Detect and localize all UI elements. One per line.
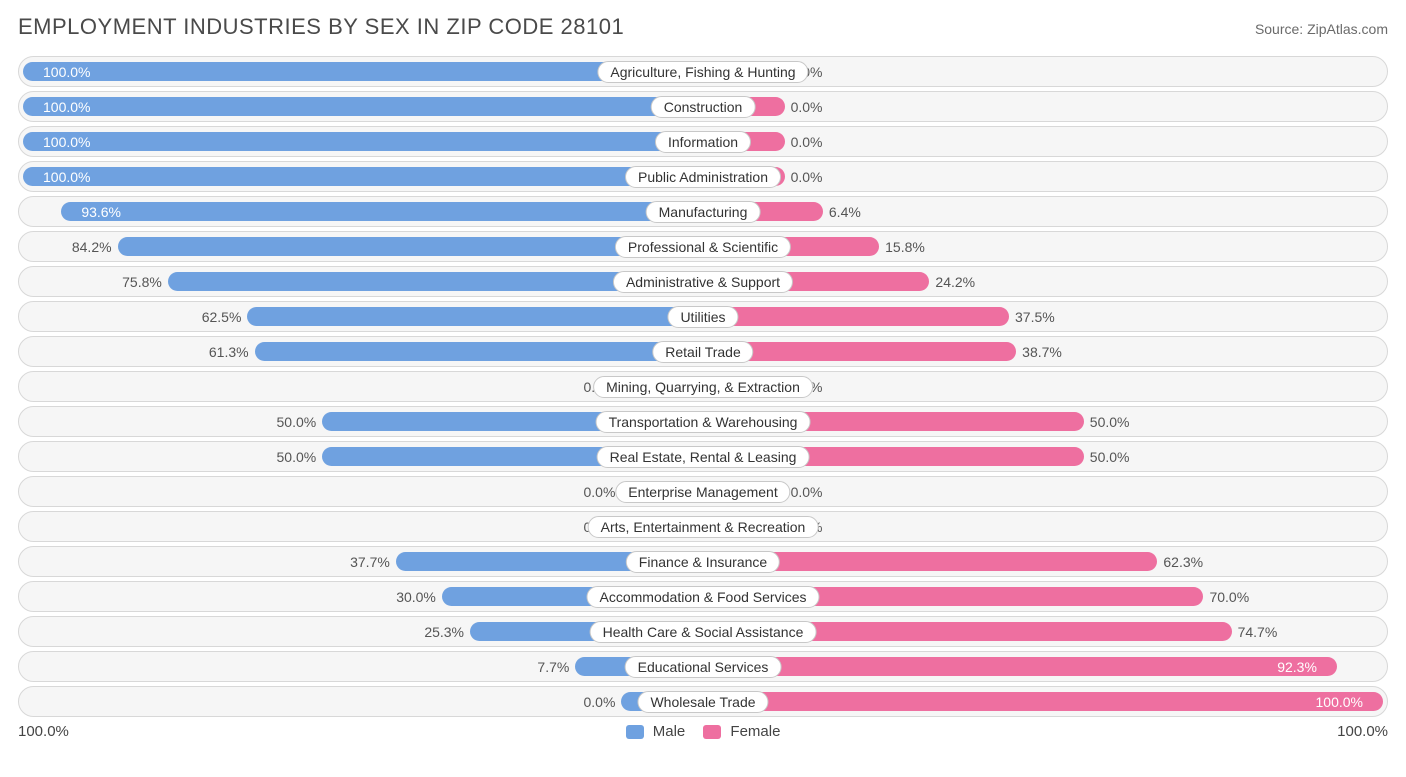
industry-label: Administrative & Support xyxy=(613,271,793,293)
female-pct-label: 24.2% xyxy=(935,274,975,290)
female-pct-label: 50.0% xyxy=(1090,414,1130,430)
industry-label: Retail Trade xyxy=(652,341,753,363)
industry-label: Educational Services xyxy=(625,656,782,678)
male-pct-label: 0.0% xyxy=(583,694,615,710)
male-pct-label: 100.0% xyxy=(33,64,90,80)
industry-label: Wholesale Trade xyxy=(637,691,768,713)
chart-row: 100.0% 0.0% Construction xyxy=(18,91,1388,122)
female-pct-label: 37.5% xyxy=(1015,309,1055,325)
legend-male: Male xyxy=(626,723,686,740)
industry-label: Arts, Entertainment & Recreation xyxy=(588,516,819,538)
industry-label: Utilities xyxy=(667,306,738,328)
female-bar xyxy=(703,692,1383,711)
chart-row: 61.3% 38.7% Retail Trade xyxy=(18,336,1388,367)
chart-row: 0.0% 100.0% Wholesale Trade xyxy=(18,686,1388,717)
male-pct-label: 37.7% xyxy=(350,554,390,570)
industry-label: Finance & Insurance xyxy=(626,551,780,573)
chart-row: 100.0%0.0%Agriculture, Fishing & Hunting xyxy=(18,56,1388,87)
industry-label: Professional & Scientific xyxy=(615,236,791,258)
male-bar xyxy=(247,307,703,326)
chart-row: 30.0% 70.0% Accommodation & Food Services xyxy=(18,581,1388,612)
male-pct-label: 100.0% xyxy=(33,169,90,185)
chart-row: 0.0%0.0%Mining, Quarrying, & Extraction xyxy=(18,371,1388,402)
male-bar xyxy=(23,132,703,151)
female-pct-label: 0.0% xyxy=(791,99,823,115)
female-pct-label: 0.0% xyxy=(791,169,823,185)
female-pct-label: 0.0% xyxy=(791,134,823,150)
legend-female-label: Female xyxy=(730,723,780,740)
male-bar xyxy=(61,202,703,221)
chart-row: 100.0% 0.0% Public Administration xyxy=(18,161,1388,192)
industry-label: Mining, Quarrying, & Extraction xyxy=(593,376,813,398)
male-swatch-icon xyxy=(626,725,644,739)
industry-label: Information xyxy=(655,131,751,153)
female-pct-label: 15.8% xyxy=(885,239,925,255)
industry-label: Health Care & Social Assistance xyxy=(590,621,817,643)
female-pct-label: 0.0% xyxy=(791,484,823,500)
male-pct-label: 93.6% xyxy=(71,204,121,220)
axis-right-label: 100.0% xyxy=(1337,723,1388,740)
female-pct-label: 92.3% xyxy=(1277,659,1327,675)
female-pct-label: 50.0% xyxy=(1090,449,1130,465)
female-pct-label: 38.7% xyxy=(1022,344,1062,360)
female-pct-label: 62.3% xyxy=(1163,554,1203,570)
male-pct-label: 0.0% xyxy=(583,484,615,500)
axis-left-label: 100.0% xyxy=(18,723,69,740)
male-pct-label: 7.7% xyxy=(537,659,569,675)
legend: Male Female xyxy=(626,723,781,740)
industry-label: Real Estate, Rental & Leasing xyxy=(597,446,810,468)
industry-label: Transportation & Warehousing xyxy=(596,411,811,433)
chart-row: 50.0% 50.0% Transportation & Warehousing xyxy=(18,406,1388,437)
industry-label: Enterprise Management xyxy=(615,481,790,503)
male-pct-label: 61.3% xyxy=(209,344,249,360)
chart-row: 100.0% 0.0% Information xyxy=(18,126,1388,157)
male-pct-label: 50.0% xyxy=(277,449,317,465)
legend-male-label: Male xyxy=(653,723,686,740)
male-bar xyxy=(23,167,703,186)
chart-row: 0.0%0.0%Arts, Entertainment & Recreation xyxy=(18,511,1388,542)
male-pct-label: 84.2% xyxy=(72,239,112,255)
female-swatch-icon xyxy=(703,725,721,739)
chart-row: 50.0% 50.0% Real Estate, Rental & Leasing xyxy=(18,441,1388,472)
industry-label: Public Administration xyxy=(625,166,781,188)
industry-label: Construction xyxy=(651,96,756,118)
female-pct-label: 74.7% xyxy=(1238,624,1278,640)
chart-row: 37.7% 62.3% Finance & Insurance xyxy=(18,546,1388,577)
chart-body: 100.0%0.0%Agriculture, Fishing & Hunting… xyxy=(18,56,1388,717)
chart-source: Source: ZipAtlas.com xyxy=(1255,21,1388,37)
chart-footer: 100.0% Male Female 100.0% xyxy=(18,723,1388,740)
male-pct-label: 50.0% xyxy=(277,414,317,430)
legend-female: Female xyxy=(703,723,780,740)
male-pct-label: 75.8% xyxy=(122,274,162,290)
chart-row: 75.8% 24.2% Administrative & Support xyxy=(18,266,1388,297)
chart-title: EMPLOYMENT INDUSTRIES BY SEX IN ZIP CODE… xyxy=(18,14,624,40)
female-pct-label: 100.0% xyxy=(1316,694,1373,710)
female-pct-label: 6.4% xyxy=(829,204,861,220)
chart-row: 25.3% 74.7% Health Care & Social Assistanc… xyxy=(18,616,1388,647)
industry-label: Agriculture, Fishing & Hunting xyxy=(597,61,808,83)
chart-header: EMPLOYMENT INDUSTRIES BY SEX IN ZIP CODE… xyxy=(18,14,1388,40)
chart-row: 84.2% 15.8% Professional & Scientific xyxy=(18,231,1388,262)
female-bar xyxy=(703,307,1009,326)
male-pct-label: 25.3% xyxy=(424,624,464,640)
chart-row: 62.5% 37.5% Utilities xyxy=(18,301,1388,332)
male-pct-label: 100.0% xyxy=(33,134,90,150)
industry-label: Manufacturing xyxy=(646,201,761,223)
male-bar xyxy=(23,97,703,116)
female-bar xyxy=(703,657,1337,676)
male-pct-label: 30.0% xyxy=(396,589,436,605)
chart-row: 7.7% 92.3% Educational Services xyxy=(18,651,1388,682)
chart-row: 93.6% 6.4% Manufacturing xyxy=(18,196,1388,227)
female-pct-label: 70.0% xyxy=(1209,589,1249,605)
male-bar xyxy=(255,342,703,361)
male-pct-label: 62.5% xyxy=(202,309,242,325)
chart-row: 0.0% 0.0%Enterprise Management xyxy=(18,476,1388,507)
male-pct-label: 100.0% xyxy=(33,99,90,115)
industry-label: Accommodation & Food Services xyxy=(587,586,820,608)
